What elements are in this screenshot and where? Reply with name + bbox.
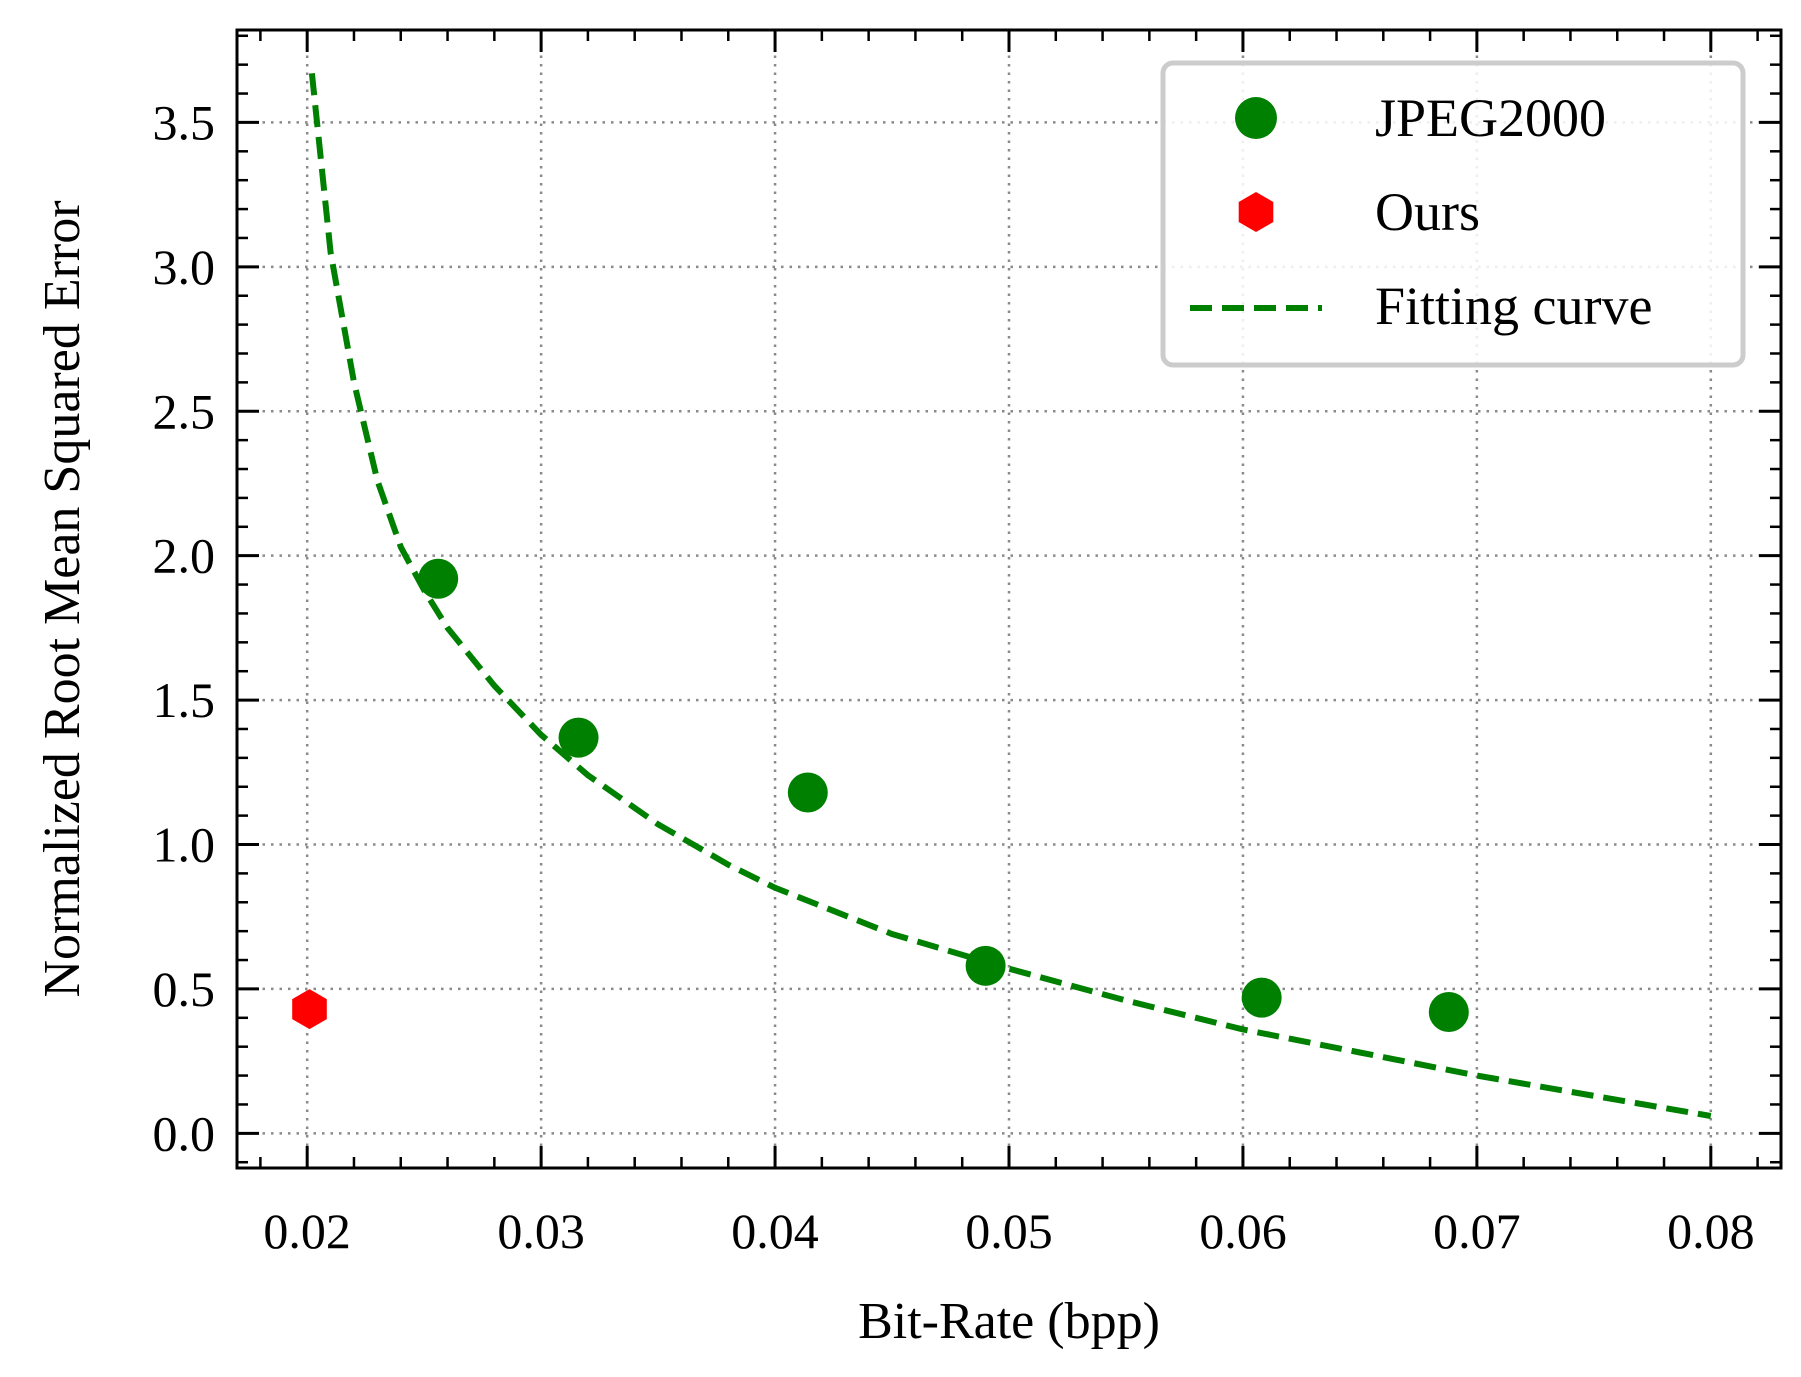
y-axis-title: Normalized Root Mean Squared Error [34, 200, 91, 997]
legend-swatch-circle [1235, 97, 1277, 139]
x-tick-label: 0.08 [1667, 1203, 1755, 1259]
grid [237, 30, 1781, 1168]
x-tick-label: 0.07 [1433, 1203, 1521, 1259]
data-point [787, 772, 828, 813]
y-tick-label: 2.0 [153, 528, 216, 584]
x-tick-label: 0.06 [1199, 1203, 1287, 1259]
data-point [558, 717, 599, 758]
x-tick-label: 0.02 [263, 1203, 351, 1259]
minor-ticks [237, 30, 1781, 1168]
series-jpeg2000 [418, 558, 1469, 1033]
y-tick-label: 0.0 [153, 1105, 216, 1161]
x-tick-label: 0.03 [497, 1203, 585, 1259]
y-tick-label: 3.5 [153, 94, 216, 150]
x-axis-title: Bit-Rate (bpp) [858, 1293, 1160, 1350]
series-fitting-curve [308, 72, 1712, 1119]
x-tick-label: 0.04 [731, 1203, 819, 1259]
major-ticks [237, 30, 1781, 1168]
legend-label: Ours [1375, 182, 1480, 242]
y-tick-label: 1.5 [153, 672, 216, 728]
data-point [965, 945, 1006, 986]
y-tick-label: 2.5 [153, 383, 216, 439]
y-tick-label: 1.0 [153, 817, 216, 873]
series-layer [292, 72, 1712, 1119]
fitting-curve-line [308, 72, 1712, 1119]
tick-labels: 0.02 0.03 0.04 0.05 0.06 0.07 0.08 0.0 0.5 1.0 1.5… [153, 94, 1755, 1259]
legend-swatch-hexagon [1238, 192, 1274, 232]
legend-box [1160, 60, 1746, 368]
series-ours [292, 989, 327, 1030]
x-tick-label: 0.05 [965, 1203, 1053, 1259]
legend-label: JPEG2000 [1375, 88, 1606, 148]
y-tick-label: 3.0 [153, 239, 216, 295]
legend-label: Fitting curve [1375, 276, 1652, 336]
plot-frame [235, 28, 1783, 1170]
y-tick-label: 0.5 [153, 961, 216, 1017]
data-point [1241, 977, 1282, 1018]
data-point [292, 989, 327, 1030]
legend: JPEG2000 Ours Fitting curve [1160, 60, 1746, 368]
data-point [1428, 992, 1469, 1033]
data-point [418, 558, 459, 599]
